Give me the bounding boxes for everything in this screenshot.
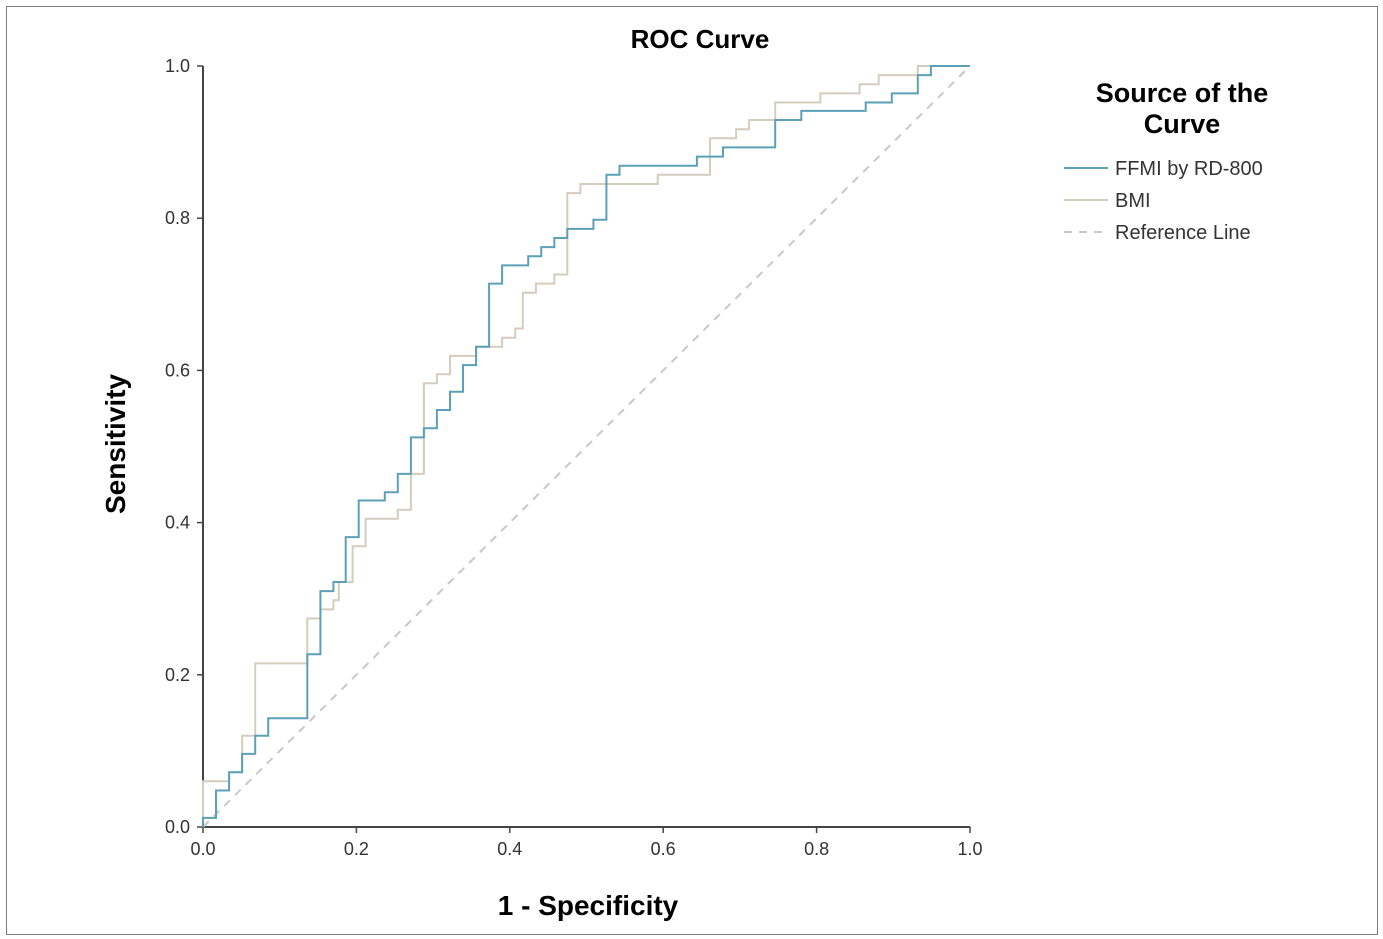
series-layer bbox=[202, 65, 971, 828]
y-axis: 0.0 0.2 0.4 0.6 0.8 1.0 bbox=[165, 56, 204, 837]
legend-title-line-2: Curve bbox=[1144, 109, 1221, 139]
y-tick-label: 0.4 bbox=[165, 513, 190, 533]
x-axis-title: 1 - Specificity bbox=[498, 890, 679, 921]
x-tick-label: 0.0 bbox=[190, 839, 215, 859]
x-tick-label: 0.2 bbox=[344, 839, 369, 859]
x-tick-label: 0.4 bbox=[497, 839, 522, 859]
chart-title: ROC Curve bbox=[631, 24, 770, 54]
legend-title-line-1: Source of the bbox=[1096, 78, 1269, 108]
y-axis-title: Sensitivity bbox=[100, 374, 131, 514]
series-line-ffmi-by-rd-800 bbox=[202, 65, 970, 827]
legend: Source of the Curve FFMI by RD-800 BMI Ref… bbox=[1064, 78, 1268, 244]
x-tick-label: 0.8 bbox=[804, 839, 829, 859]
legend-label: BMI bbox=[1115, 190, 1151, 212]
series-line-reference-line bbox=[202, 65, 971, 828]
y-tick-label: 0.8 bbox=[165, 208, 190, 228]
legend-label: Reference Line bbox=[1115, 222, 1251, 244]
y-tick-label: 0.6 bbox=[165, 360, 190, 380]
legend-label: FFMI by RD-800 bbox=[1115, 158, 1263, 180]
y-tick-label: 1.0 bbox=[165, 56, 190, 76]
x-axis: 0.0 0.2 0.4 0.6 0.8 1.0 bbox=[190, 826, 983, 859]
y-tick-label: 0.2 bbox=[165, 665, 190, 685]
x-tick-label: 0.6 bbox=[651, 839, 676, 859]
chart-frame bbox=[6, 6, 1378, 935]
x-tick-label: 1.0 bbox=[957, 839, 982, 859]
y-tick-label: 0.0 bbox=[165, 817, 190, 837]
